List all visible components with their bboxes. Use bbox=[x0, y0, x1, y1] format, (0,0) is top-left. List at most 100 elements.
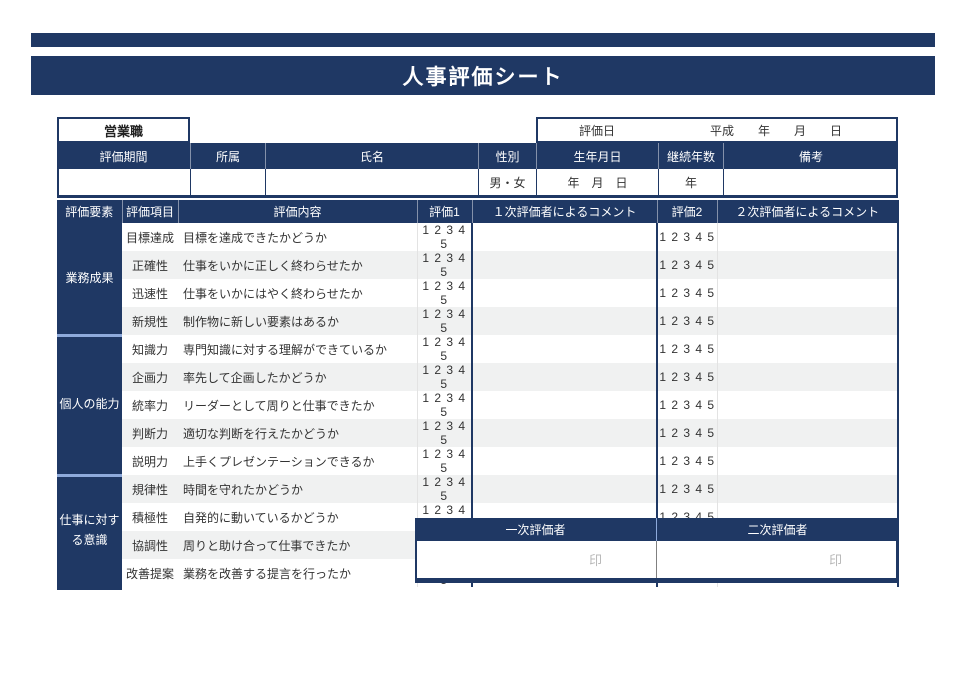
info-header-service-years: 継続年数 bbox=[658, 143, 723, 169]
comment2-input-cell[interactable] bbox=[716, 223, 899, 251]
table-row: 新規性 制作物に新しい要素はあるか 1 2 3 4 5 1 2 3 4 5 bbox=[57, 307, 899, 335]
birth-date-input-cell[interactable]: 年 月 日 bbox=[536, 169, 658, 195]
desc-cell: 制作物に新しい要素はあるか bbox=[178, 307, 417, 335]
rating2-scale-cell[interactable]: 1 2 3 4 5 bbox=[656, 363, 717, 391]
rating1-scale-cell[interactable]: 1 2 3 4 5 bbox=[416, 279, 472, 307]
col-header-item: 評価項目 bbox=[121, 200, 178, 223]
col-header-factor: 評価要素 bbox=[57, 200, 122, 223]
group-cell-work-results: 業務成果 bbox=[57, 223, 122, 337]
rating1-scale-cell[interactable]: 1 2 3 4 5 bbox=[416, 223, 472, 251]
comment2-input-cell[interactable] bbox=[716, 279, 899, 307]
rating1-scale-cell[interactable]: 1 2 3 4 5 bbox=[416, 363, 472, 391]
comment2-input-cell[interactable] bbox=[716, 363, 899, 391]
item-cell: 目標達成 bbox=[122, 223, 178, 251]
info-header-row: 評価期間 所属 氏名 性別 生年月日 継続年数 備考 bbox=[57, 143, 898, 169]
comment1-input-cell[interactable] bbox=[471, 307, 657, 335]
rating1-scale-cell[interactable]: 1 2 3 4 5 bbox=[416, 251, 472, 279]
desc-cell: 周りと助け合って仕事できたか bbox=[178, 531, 417, 559]
table-row: 説明力 上手くプレゼンテーションできるか 1 2 3 4 5 1 2 3 4 5 bbox=[57, 447, 899, 475]
rating2-scale-cell[interactable]: 1 2 3 4 5 bbox=[656, 419, 717, 447]
rating1-scale-cell[interactable]: 1 2 3 4 5 bbox=[416, 447, 472, 475]
rating2-scale-cell[interactable]: 1 2 3 4 5 bbox=[656, 391, 717, 419]
table-row: 迅速性 仕事をいかにはやく終わらせたか 1 2 3 4 5 1 2 3 4 5 bbox=[57, 279, 899, 307]
item-cell: 知識力 bbox=[122, 335, 178, 363]
item-cell: 改善提案 bbox=[122, 559, 178, 587]
rating2-scale-cell[interactable]: 1 2 3 4 5 bbox=[656, 447, 717, 475]
desc-cell: 率先して企画したかどうか bbox=[178, 363, 417, 391]
group-cell-work-attitude: 仕事に対する意識 bbox=[57, 475, 122, 590]
comment2-input-cell[interactable] bbox=[716, 447, 899, 475]
department-input-cell[interactable] bbox=[190, 169, 265, 195]
comment1-input-cell[interactable] bbox=[471, 363, 657, 391]
info-top-row: 営業職 評価日 平成 年 月 日 bbox=[57, 117, 898, 143]
item-cell: 協調性 bbox=[122, 531, 178, 559]
info-header-name: 氏名 bbox=[265, 143, 478, 169]
page-title: 人事評価シート bbox=[402, 65, 564, 89]
evaluator1-stamp-area[interactable]: 印 bbox=[417, 541, 656, 578]
eval-date-value: 平成 年 月 日 bbox=[709, 123, 842, 138]
comment1-input-cell[interactable] bbox=[471, 419, 657, 447]
comment1-input-cell[interactable] bbox=[471, 223, 657, 251]
group-cell-personal-ability: 個人の能力 bbox=[57, 335, 122, 477]
rating2-scale-cell[interactable]: 1 2 3 4 5 bbox=[656, 251, 717, 279]
comment2-input-cell[interactable] bbox=[716, 335, 899, 363]
comment1-input-cell[interactable] bbox=[471, 251, 657, 279]
col-header-rating2: 評価2 bbox=[656, 200, 717, 223]
info-header-remarks: 備考 bbox=[723, 143, 898, 169]
item-cell: 判断力 bbox=[122, 419, 178, 447]
stamp-placeholder: 印 bbox=[589, 553, 603, 568]
info-header-gender: 性別 bbox=[478, 143, 536, 169]
table-header-row: 評価要素 評価項目 評価内容 評価1 １次評価者によるコメント 評価2 ２次評価… bbox=[57, 200, 899, 223]
rating1-scale-cell[interactable]: 1 2 3 4 5 bbox=[416, 335, 472, 363]
remarks-input-cell[interactable] bbox=[723, 169, 896, 195]
desc-cell: 仕事をいかにはやく終わらせたか bbox=[178, 279, 417, 307]
stamp-placeholder: 印 bbox=[829, 553, 843, 568]
eval-date-label-cell: 評価日 bbox=[536, 117, 658, 143]
rating1-scale-cell[interactable]: 1 2 3 4 5 bbox=[416, 391, 472, 419]
rating1-scale-cell[interactable]: 1 2 3 4 5 bbox=[416, 307, 472, 335]
desc-cell: 上手くプレゼンテーションできるか bbox=[178, 447, 417, 475]
rating1-scale-cell[interactable]: 1 2 3 4 5 bbox=[416, 419, 472, 447]
table-row: 個人の能力 知識力 専門知識に対する理解ができているか 1 2 3 4 5 1 … bbox=[57, 335, 899, 477]
table-row: 業務成果 目標達成 目標を達成できたかどうか 1 2 3 4 5 1 2 3 4… bbox=[57, 223, 899, 337]
desc-cell: 専門知識に対する理解ができているか bbox=[178, 335, 417, 363]
rating2-scale-cell[interactable]: 1 2 3 4 5 bbox=[656, 223, 717, 251]
comment2-input-cell[interactable] bbox=[716, 307, 899, 335]
item-cell: 迅速性 bbox=[122, 279, 178, 307]
top-accent-bar bbox=[31, 33, 935, 47]
comment1-input-cell[interactable] bbox=[471, 335, 657, 363]
desc-cell: 目標を達成できたかどうか bbox=[178, 223, 417, 251]
rating2-scale-cell[interactable]: 1 2 3 4 5 bbox=[656, 475, 717, 503]
rating2-scale-cell[interactable]: 1 2 3 4 5 bbox=[656, 307, 717, 335]
desc-cell: 自発的に動いているかどうか bbox=[178, 503, 417, 531]
col-header-comment1: １次評価者によるコメント bbox=[471, 200, 657, 223]
evaluator2-header: 二次評価者 bbox=[656, 518, 898, 541]
info-header-department: 所属 bbox=[190, 143, 265, 169]
evaluator1-header: 一次評価者 bbox=[505, 523, 566, 537]
job-category-cell[interactable]: 営業職 bbox=[57, 117, 190, 143]
comment2-input-cell[interactable] bbox=[716, 391, 899, 419]
name-input-cell[interactable] bbox=[265, 169, 478, 195]
gender-choice-cell[interactable]: 男・女 bbox=[478, 169, 536, 195]
eval-date-value-cell[interactable]: 平成 年 月 日 bbox=[656, 117, 898, 143]
table-row: 判断力 適切な判断を行えたかどうか 1 2 3 4 5 1 2 3 4 5 bbox=[57, 419, 899, 447]
rating2-scale-cell[interactable]: 1 2 3 4 5 bbox=[656, 335, 717, 363]
comment2-input-cell[interactable] bbox=[716, 475, 899, 503]
item-cell: 新規性 bbox=[122, 307, 178, 335]
evaluator2-stamp-area[interactable]: 印 bbox=[656, 541, 896, 578]
comment1-input-cell[interactable] bbox=[471, 447, 657, 475]
service-years-input-cell[interactable]: 年 bbox=[658, 169, 723, 195]
col-header-content: 評価内容 bbox=[177, 200, 417, 223]
evaluator-header-row: 一次評価者 二次評価者 bbox=[415, 518, 898, 541]
rating1-scale-cell[interactable]: 1 2 3 4 5 bbox=[416, 475, 472, 503]
rating2-scale-cell[interactable]: 1 2 3 4 5 bbox=[656, 279, 717, 307]
comment2-input-cell[interactable] bbox=[716, 419, 899, 447]
comment1-input-cell[interactable] bbox=[471, 475, 657, 503]
sheet-title-bar: 人事評価シート bbox=[31, 56, 935, 95]
comment1-input-cell[interactable] bbox=[471, 279, 657, 307]
comment1-input-cell[interactable] bbox=[471, 391, 657, 419]
comment2-input-cell[interactable] bbox=[716, 251, 899, 279]
period-input-cell[interactable] bbox=[59, 169, 190, 195]
employee-info-section: 営業職 評価日 平成 年 月 日 評価期間 所属 氏名 性別 生年月日 継続年数… bbox=[57, 117, 898, 198]
